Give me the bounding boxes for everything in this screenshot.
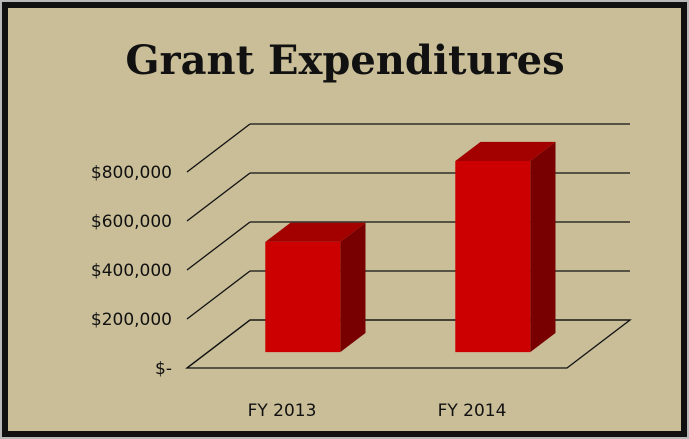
bar-top [265, 222, 366, 242]
y-tick-label: $600,000 [91, 212, 172, 232]
bar-side [340, 222, 366, 353]
bar-top [455, 141, 556, 162]
side-grid-line [186, 172, 251, 222]
x-tick-label: FY 2014 [438, 401, 507, 421]
y-tick-label: $400,000 [91, 261, 172, 281]
x-tick-label: FY 2013 [248, 401, 317, 421]
bar-front [455, 161, 531, 353]
side-grid-line [186, 319, 251, 369]
bar [265, 222, 366, 353]
side-grid-line [186, 123, 251, 173]
y-tick-label: $800,000 [91, 163, 172, 183]
chart-title: Grant Expenditures [125, 37, 564, 84]
bar [455, 141, 556, 353]
side-grid-line [186, 221, 251, 271]
y-tick-label: $200,000 [91, 310, 172, 330]
side-grid-line [186, 270, 251, 320]
bar-side [530, 141, 556, 353]
bar-front [265, 241, 341, 353]
y-tick-label: $- [155, 359, 172, 379]
